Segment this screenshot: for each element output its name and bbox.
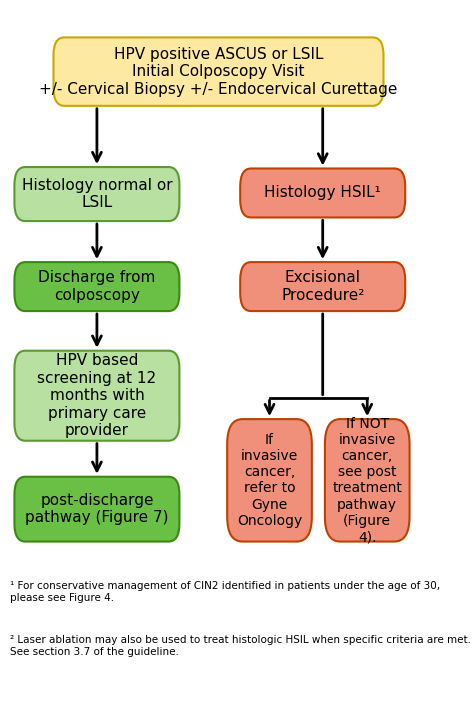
- Text: Histology HSIL¹: Histology HSIL¹: [264, 186, 381, 200]
- FancyBboxPatch shape: [227, 419, 312, 542]
- Text: Histology normal or
LSIL: Histology normal or LSIL: [22, 178, 172, 210]
- Text: ² Laser ablation may also be used to treat histologic HSIL when specific criteri: ² Laser ablation may also be used to tre…: [10, 636, 471, 656]
- FancyBboxPatch shape: [240, 168, 405, 218]
- Text: HPV positive ASCUS or LSIL
Initial Colposcopy Visit
+/- Cervical Biopsy +/- Endo: HPV positive ASCUS or LSIL Initial Colpo…: [39, 47, 398, 96]
- FancyBboxPatch shape: [14, 167, 180, 221]
- FancyBboxPatch shape: [240, 262, 405, 311]
- Text: If
invasive
cancer,
refer to
Gyne
Oncology: If invasive cancer, refer to Gyne Oncolo…: [237, 433, 302, 528]
- Text: ¹ For conservative management of CIN2 identified in patients under the age of 30: ¹ For conservative management of CIN2 id…: [10, 581, 440, 603]
- Text: post-discharge
pathway (Figure 7): post-discharge pathway (Figure 7): [25, 493, 169, 526]
- Text: Discharge from
colposcopy: Discharge from colposcopy: [38, 270, 155, 303]
- FancyBboxPatch shape: [14, 476, 180, 542]
- FancyBboxPatch shape: [14, 351, 180, 441]
- Text: Excisional
Procedure²: Excisional Procedure²: [281, 270, 365, 303]
- FancyBboxPatch shape: [325, 419, 410, 542]
- Text: HPV based
screening at 12
months with
primary care
provider: HPV based screening at 12 months with pr…: [37, 354, 156, 438]
- FancyBboxPatch shape: [14, 262, 180, 311]
- FancyBboxPatch shape: [54, 38, 383, 106]
- Text: If NOT
invasive
cancer,
see post
treatment
pathway
(Figure
4).: If NOT invasive cancer, see post treatme…: [332, 416, 402, 544]
